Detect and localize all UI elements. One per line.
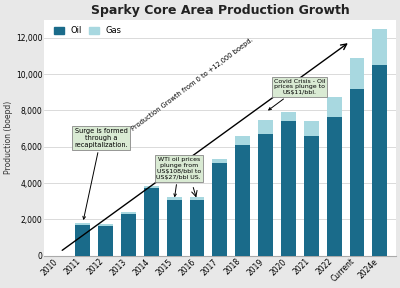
Text: Surge is formed
through a
recapitalization.: Surge is formed through a recapitalizati…	[74, 128, 128, 219]
Title: Sparky Core Area Production Growth: Sparky Core Area Production Growth	[90, 4, 349, 17]
Bar	[304, 121, 319, 136]
Text: Production Growth from 0 to +12,000 boepd.: Production Growth from 0 to +12,000 boep…	[130, 37, 254, 132]
Bar	[327, 117, 342, 255]
Bar	[98, 224, 113, 226]
Bar	[190, 200, 204, 255]
Bar	[75, 223, 90, 225]
Text: Covid Crisis - Oil
prices plunge to
US$11/bbl.: Covid Crisis - Oil prices plunge to US$1…	[269, 79, 326, 110]
Bar	[190, 197, 204, 200]
Bar	[235, 136, 250, 145]
Bar	[212, 163, 227, 255]
Bar	[327, 97, 342, 117]
Y-axis label: Production (boepd): Production (boepd)	[4, 101, 13, 174]
Bar	[167, 197, 182, 200]
Bar	[258, 120, 273, 134]
Bar	[304, 136, 319, 255]
Bar	[235, 145, 250, 255]
Legend: Oil, Gas: Oil, Gas	[52, 24, 124, 38]
Bar	[167, 200, 182, 255]
Text: WTI oil prices
plunge from
US$108/bbl to
US$27/bbl US.: WTI oil prices plunge from US$108/bbl to…	[156, 157, 201, 196]
Bar	[212, 158, 227, 163]
Bar	[281, 112, 296, 121]
Bar	[144, 188, 159, 255]
Bar	[281, 121, 296, 255]
Bar	[372, 29, 387, 65]
Bar	[372, 65, 387, 255]
Bar	[121, 212, 136, 214]
Bar	[258, 134, 273, 255]
Bar	[75, 225, 90, 255]
Bar	[350, 58, 364, 89]
Bar	[144, 186, 159, 188]
Bar	[98, 226, 113, 255]
Bar	[121, 214, 136, 255]
Bar	[350, 89, 364, 255]
